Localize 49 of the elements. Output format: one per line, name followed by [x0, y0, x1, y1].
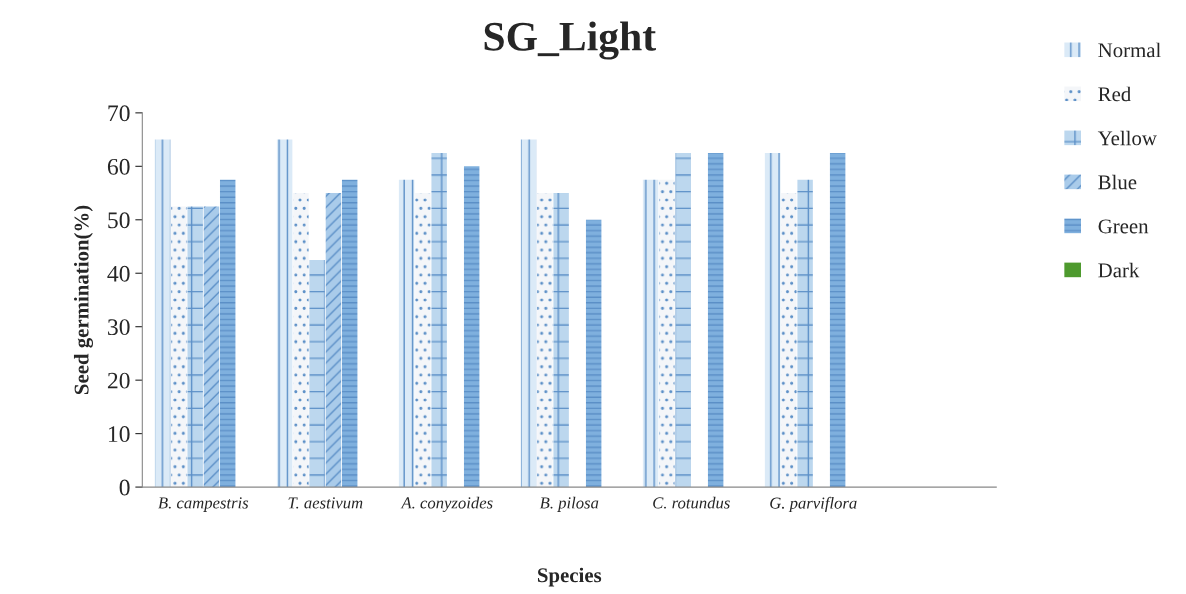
bar — [293, 193, 309, 488]
y-tick-label: 50 — [108, 212, 130, 229]
bar — [341, 179, 358, 488]
x-axis-title: Species — [537, 567, 602, 587]
legend-label: Dark — [1098, 262, 1140, 278]
y-tick-label: 60 — [107, 158, 130, 175]
x-tick-label: B. campestris — [158, 497, 249, 512]
legend-label: Yellow — [1097, 130, 1157, 146]
bar — [553, 193, 569, 488]
x-tick-label: A. conyzoides — [400, 496, 493, 512]
bar — [764, 152, 781, 488]
legend-label: Normal — [1098, 42, 1161, 58]
bar — [585, 219, 602, 488]
bar — [463, 166, 480, 488]
bar — [171, 206, 187, 488]
bar — [431, 152, 447, 488]
bar — [309, 259, 325, 488]
x-tick-label: G. parviflora — [770, 496, 857, 513]
bar — [219, 179, 236, 488]
bar — [797, 179, 813, 488]
x-tick-label: C. rotundus — [653, 496, 730, 509]
bar — [537, 193, 553, 488]
bar — [707, 152, 724, 488]
y-tick-label: 40 — [107, 265, 130, 282]
bar — [398, 179, 415, 488]
y-tick-label: 70 — [108, 105, 130, 122]
y-tick-label: 20 — [107, 372, 130, 389]
bar — [203, 206, 220, 488]
bar — [154, 139, 171, 488]
bar — [325, 193, 342, 488]
bar — [520, 139, 537, 488]
chart-title: SG_Light — [484, 21, 656, 60]
y-tick-label: 0 — [119, 479, 130, 496]
legend-label: Red — [1098, 86, 1131, 102]
bar — [781, 193, 797, 488]
x-tick-label: B. pilosa — [539, 496, 599, 512]
bar — [415, 193, 431, 488]
bar — [187, 206, 203, 488]
bar — [276, 139, 293, 488]
y-tick-label: 30 — [108, 319, 130, 336]
bar — [659, 179, 675, 488]
x-tick-label: T. aestivum — [288, 497, 363, 509]
bar — [829, 152, 846, 488]
bar — [675, 152, 691, 488]
y-tick-label: 10 — [108, 426, 130, 443]
legend-label: Blue — [1098, 174, 1137, 190]
legend-label: Green — [1098, 219, 1149, 234]
y-axis-title: Seed germination(%) — [73, 205, 94, 395]
bar — [642, 179, 659, 488]
